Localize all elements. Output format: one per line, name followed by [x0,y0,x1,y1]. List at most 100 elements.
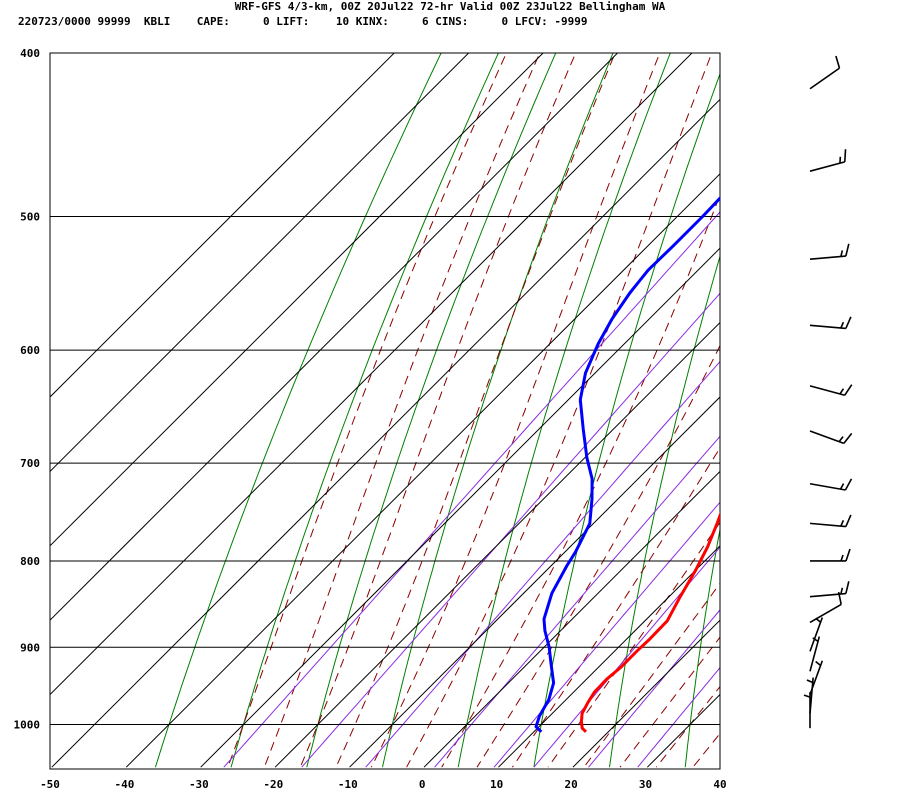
isotherm [50,53,470,473]
wind-barb [809,636,821,672]
wind-barb-feather [843,432,853,444]
dry-adiabat [154,53,442,768]
wind-barb-half-feather [840,519,845,527]
grid [50,15,900,768]
wind-barb-feather [845,548,851,562]
mixing-ratio-line [301,292,720,768]
wind-barb [809,581,850,598]
wind-barb-staff [809,636,821,672]
wind-barb [803,692,811,729]
isotherm [572,619,720,768]
isotherm [423,470,720,768]
temperature-tick-label: -50 [40,778,60,791]
dry-adiabat [837,15,900,767]
sounding-series [534,196,720,733]
moist-adiabat [692,732,720,768]
temperature-tick-label: -10 [338,778,358,791]
moist-adiabats [227,53,720,768]
wind-barb-staff [809,522,846,528]
chart-title: WRF-GFS 4/3-km, 00Z 20Jul22 72-hr Valid … [234,0,666,13]
isotherm [349,396,720,768]
wind-barb-staff [809,385,845,396]
dry-adiabat [382,53,614,768]
temperature-tick-label: 40 [713,778,726,791]
moist-adiabat [227,53,507,768]
wind-barb-half-feather [815,617,822,623]
pressure-tick-label: 700 [20,457,40,470]
wind-barb [809,384,853,396]
temperature-tick-label: -40 [115,778,135,791]
wind-barb-staff [809,603,842,624]
isotherm [50,53,693,696]
wind-barb-half-feather [803,694,811,698]
pressure-tick-label: 1000 [14,719,41,732]
pressure-tick-label: 900 [20,641,40,654]
wind-barb [809,514,852,528]
wind-barb-feather [835,55,841,69]
pressure-tick-label: 600 [20,344,40,357]
wind-barb [809,478,853,491]
moist-adiabat [441,193,720,768]
dewpoint-line [534,196,720,733]
moist-adiabat [370,53,661,768]
isotherm [50,53,395,398]
temperature-tick-label: 30 [639,778,652,791]
moist-adiabat [299,53,577,768]
wind-barb [809,243,850,261]
temperature-tick-label: 10 [490,778,503,791]
isotherm [274,321,720,768]
wind-barb-feather [837,591,842,605]
isotherm [50,53,619,621]
moist-adiabat [511,446,720,768]
wind-barb-staff [809,161,845,172]
temperature-tick-label: 0 [419,778,426,791]
moist-adiabat [547,521,720,768]
isotherm [722,15,900,767]
pressure-tick-label: 800 [20,555,40,568]
wind-barb-feather [845,243,850,257]
wind-barb [810,548,851,562]
wind-barb-feather [845,316,852,329]
mixing-ratio-line [493,501,720,768]
wind-barb-staff [809,482,846,491]
temperature-tick-label: -30 [189,778,209,791]
wind-barb-half-feather [806,679,814,684]
moist-adiabat [619,636,720,768]
wind-barb-feather [845,581,850,594]
wind-barb-half-feather [838,436,844,443]
wind-barb-half-feather [840,250,844,257]
pressure-tick-labels: 400 500 600 700 800 900 1000 [14,47,41,732]
wind-barb-half-feather [839,483,845,490]
temperature-tick-label: 20 [564,778,577,791]
dry-adiabat [609,254,720,768]
wind-barb-feather [844,478,853,491]
wind-barb [809,617,824,652]
moist-adiabat [263,53,541,768]
moist-adiabat [335,53,616,768]
moist-adiabat [476,344,720,768]
wind-barb-half-feather [840,321,845,329]
dry-adiabats [154,15,900,768]
wind-barb-staff [809,430,845,445]
dry-adiabat [306,53,557,768]
dry-adiabat [230,53,499,768]
isotherm [51,98,720,768]
dry-adiabat [533,72,720,768]
mixing-ratio-line [588,609,720,768]
wind-barb-half-feather [839,388,845,395]
wind-barb [809,591,842,624]
isotherm [200,247,720,768]
mixing-ratio-line [533,546,720,768]
wind-barb-feather [844,384,853,396]
pressure-tick-label: 500 [20,211,40,224]
isotherm [498,545,720,768]
mixing-ratio-lines [223,211,720,768]
dry-adiabat [684,526,720,768]
mixing-ratio-line [365,360,720,768]
mixing-ratio-line [637,666,720,768]
pressure-tick-label: 400 [20,47,40,60]
isotherm [50,53,544,547]
plot-frame [49,52,721,770]
mixing-ratio-line [434,435,720,768]
